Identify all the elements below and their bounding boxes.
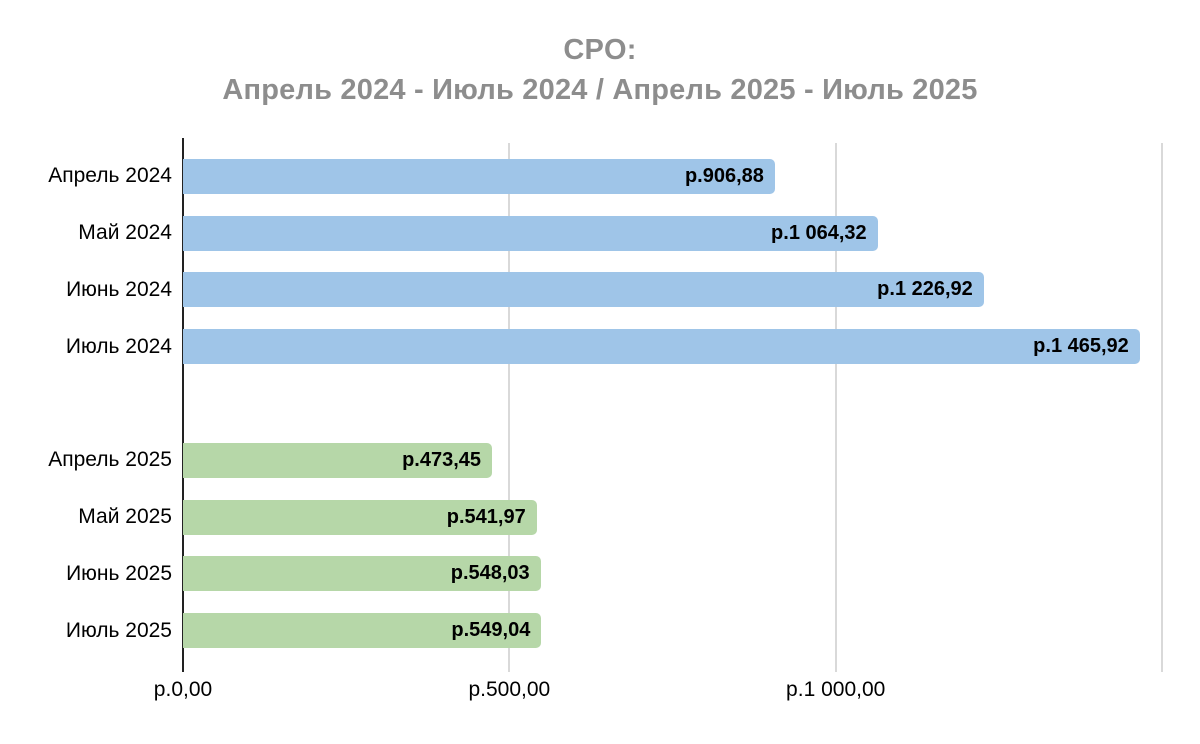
y-axis-line bbox=[182, 138, 184, 672]
category-label: Май 2024 bbox=[78, 221, 172, 245]
category-label: Апрель 2025 bbox=[48, 448, 172, 472]
x-tick-label: р.500,00 bbox=[468, 678, 551, 701]
bar-2025: р.541,97 bbox=[183, 499, 537, 535]
value-label: р.541,97 bbox=[446, 505, 526, 528]
value-label: р.1 226,92 bbox=[877, 278, 973, 301]
plot-area: Апрель 2024 р.906,88 Май 2024 р.1 064,32 Июн… bbox=[0, 138, 1200, 672]
bar-rows: Апрель 2024 р.906,88 Май 2024 р.1 064,32 Июн… bbox=[0, 148, 1200, 659]
category-label: Июнь 2024 bbox=[66, 277, 172, 301]
gridline bbox=[834, 143, 837, 672]
chart-title: CPO: Апрель 2024 - Июль 2024 / Апрель 20… bbox=[0, 30, 1200, 110]
chart-row: Июнь 2025 р.548,03 bbox=[0, 545, 1200, 602]
value-label: р.548,03 bbox=[450, 562, 530, 585]
value-label: р.473,45 bbox=[402, 448, 482, 471]
chart-row: Апрель 2024 р.906,88 bbox=[0, 148, 1200, 205]
category-label: Июнь 2025 bbox=[66, 561, 172, 585]
chart-row: Июль 2025 р.549,04 bbox=[0, 602, 1200, 659]
chart-row: Июнь 2024 р.1 226,92 bbox=[0, 262, 1200, 319]
bar-2024: р.906,88 bbox=[183, 158, 775, 194]
category-label: Июль 2025 bbox=[65, 618, 172, 642]
bar-2024: р.1 465,92 bbox=[183, 329, 1140, 365]
chart-title-line1: CPO: bbox=[563, 34, 637, 66]
chart-row: Апрель 2025 р.473,45 bbox=[0, 432, 1200, 489]
category-label: Июль 2024 bbox=[65, 334, 172, 358]
chart-row: Май 2025 р.541,97 bbox=[0, 489, 1200, 546]
x-axis-labels: р.0,00 р.500,00 р.1 000,00 bbox=[0, 678, 1200, 708]
bar-2025: р.549,04 bbox=[183, 613, 542, 649]
value-label: р.549,04 bbox=[451, 619, 531, 642]
category-label: Апрель 2024 bbox=[48, 164, 172, 188]
bar-2024: р.1 064,32 bbox=[183, 215, 878, 251]
gridline bbox=[1161, 143, 1164, 672]
chart-row: Июль 2024 р.1 465,92 bbox=[0, 318, 1200, 375]
chart-row: Май 2024 р.1 064,32 bbox=[0, 205, 1200, 262]
bar-2025: р.548,03 bbox=[183, 556, 541, 592]
value-label: р.906,88 bbox=[684, 164, 764, 187]
value-label: р.1 064,32 bbox=[771, 221, 867, 244]
value-label: р.1 465,92 bbox=[1033, 335, 1129, 358]
gridline bbox=[508, 143, 511, 672]
x-tick-label: р.0,00 bbox=[153, 678, 213, 701]
bar-2025: р.473,45 bbox=[183, 442, 493, 478]
chart-title-line2: Апрель 2024 - Июль 2024 / Апрель 2025 - … bbox=[222, 74, 978, 106]
bar-2024: р.1 226,92 bbox=[183, 272, 984, 308]
spacer-row bbox=[0, 375, 1200, 432]
x-tick-label: р.1 000,00 bbox=[786, 678, 886, 701]
category-label: Май 2025 bbox=[78, 505, 172, 529]
